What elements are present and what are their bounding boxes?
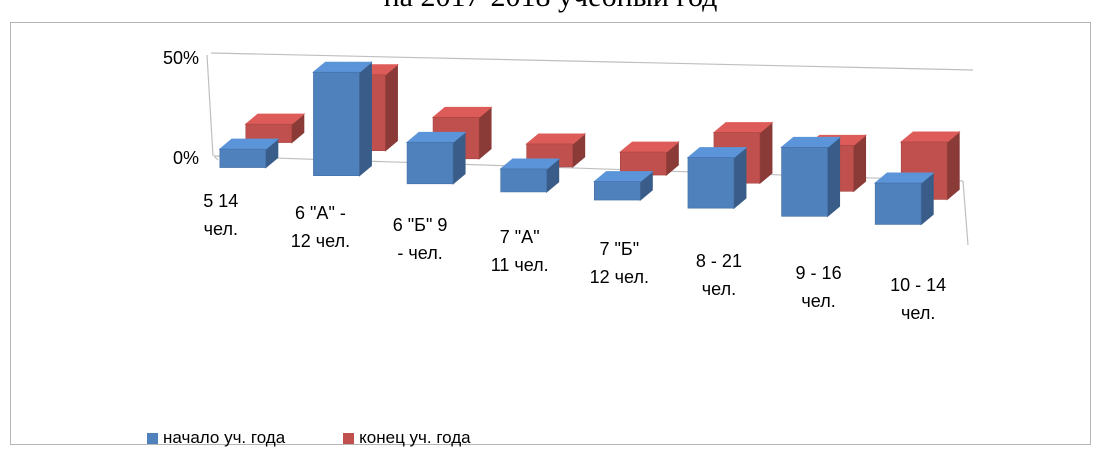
x-tick-label: чел. — [204, 219, 238, 239]
legend-swatch-end — [343, 432, 355, 444]
legend-label-start: начало уч. года — [163, 428, 286, 447]
x-tick-label: 6 "А" - — [295, 203, 346, 223]
bar-side-start — [358, 61, 372, 177]
chart-plot: 50% 0% 5 14 чел. 6 "А" - 12 чел. 6 "Б" 9 - чел.… — [163, 48, 974, 323]
bar-side-end — [946, 130, 960, 201]
x-tick-label: 12 чел. — [590, 267, 649, 287]
y-axis-line — [206, 54, 214, 157]
legend-label-end: конец уч. года — [359, 428, 471, 447]
bar-start — [500, 168, 547, 193]
y-tick-label: 0% — [173, 148, 199, 168]
bar-start — [781, 147, 828, 217]
x-tick-label: чел. — [901, 303, 935, 323]
y-tick-label: 50% — [163, 48, 199, 68]
bar-side-end — [384, 63, 398, 152]
x-tick-label: 12 чел. — [291, 231, 350, 251]
x-tick-label: 5 14 — [203, 191, 238, 211]
legend-item-end: конец уч. года — [343, 428, 471, 448]
gridline-top — [210, 52, 974, 71]
right-edge-line — [962, 180, 969, 246]
legend: начало уч. года конец уч. года — [147, 427, 529, 449]
bar-start — [687, 157, 735, 209]
bar-side-start — [827, 136, 841, 218]
bar-start — [313, 71, 360, 176]
chart-title: на 2017-2018 учебный год — [0, 0, 1101, 20]
bar-start — [406, 142, 454, 185]
legend-item-start: начало уч. года — [147, 428, 285, 448]
chart-frame: 50% 0% 5 14 чел. 6 "А" - 12 чел. 6 "Б" 9 - чел.… — [10, 22, 1091, 447]
x-tick-label: чел. — [801, 291, 835, 311]
bar-start — [874, 182, 922, 225]
x-tick-label: 7 "Б" — [600, 239, 640, 259]
x-tick-label: 7 "А" — [500, 227, 540, 247]
front-edge-line — [213, 155, 219, 161]
x-tick-label: 8 - 21 — [696, 251, 742, 271]
x-tick-label: 9 - 16 — [796, 263, 842, 283]
x-tick-label: чел. — [702, 279, 736, 299]
x-tick-label: 11 чел. — [491, 255, 549, 275]
x-tick-label: 6 "Б" 9 — [393, 215, 448, 235]
x-tick-label: 10 - 14 — [890, 275, 946, 295]
bar-start — [594, 181, 641, 201]
x-tick-label: - чел. — [397, 243, 442, 263]
legend-swatch-start — [147, 432, 158, 444]
bar-start — [219, 148, 267, 168]
